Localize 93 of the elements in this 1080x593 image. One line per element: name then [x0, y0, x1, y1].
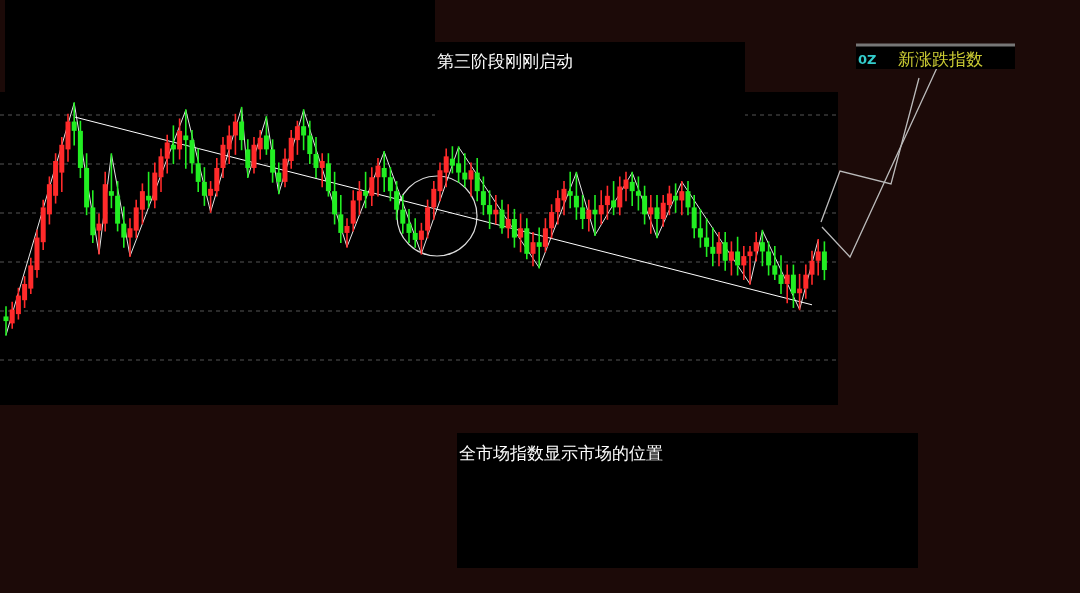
candlestick — [722, 232, 728, 271]
candlestick — [809, 250, 815, 285]
text: 第三阶段刚刚启动 — [437, 51, 573, 71]
candlestick — [685, 181, 691, 216]
candlestick — [108, 153, 114, 209]
candlestick — [338, 195, 344, 243]
candlestick — [629, 171, 635, 206]
candlestick — [301, 109, 307, 151]
text: 新涨跌指数 — [898, 49, 983, 69]
candlestick — [573, 171, 579, 220]
candlestick — [536, 227, 542, 269]
candlestick — [648, 195, 654, 234]
candlestick — [232, 113, 238, 155]
candlestick — [400, 195, 406, 234]
candlestick — [815, 239, 821, 276]
candlestick — [381, 150, 387, 192]
candlestick — [319, 153, 325, 188]
candlestick — [710, 227, 716, 267]
candlestick — [518, 213, 524, 253]
candlestick — [821, 241, 827, 281]
candlestick — [418, 222, 424, 255]
candlestick — [561, 181, 567, 216]
candlestick — [276, 162, 282, 195]
candlestick — [468, 162, 474, 197]
candlestick — [542, 218, 548, 253]
candlestick — [567, 171, 573, 209]
candlestick — [270, 139, 276, 183]
candlestick — [735, 236, 741, 276]
candlestick — [245, 139, 251, 179]
candlestick — [580, 195, 586, 230]
candlestick — [375, 157, 381, 197]
candlestick — [759, 229, 765, 267]
candlestick — [425, 199, 431, 239]
candlestick — [350, 190, 356, 232]
candlestick — [679, 181, 685, 216]
candlestick — [96, 213, 102, 255]
candlestick — [412, 218, 418, 248]
candlestick — [474, 157, 480, 202]
candlestick — [406, 208, 412, 243]
candlestick — [480, 176, 486, 216]
candlestick — [394, 181, 400, 220]
candlestick — [344, 218, 350, 248]
candlestick — [487, 190, 493, 230]
candlestick — [704, 218, 710, 257]
candlestick — [431, 181, 437, 220]
candlestick — [741, 246, 747, 281]
candlestick — [530, 232, 536, 267]
candlestick — [177, 118, 183, 160]
candlestick — [201, 167, 207, 206]
candlestick — [505, 204, 511, 239]
candlestick — [263, 116, 269, 155]
candlestick — [313, 137, 319, 179]
candlestick — [623, 171, 629, 202]
text: 0Z — [858, 52, 877, 67]
candlestick — [778, 255, 784, 295]
candlestick — [511, 208, 517, 248]
candlestick — [617, 176, 623, 216]
candlestick — [803, 264, 809, 299]
candlestick — [654, 195, 660, 239]
candlestick — [183, 109, 189, 169]
candlestick — [307, 120, 313, 165]
candlestick — [784, 264, 790, 304]
candlestick — [555, 190, 561, 225]
candlestick — [121, 206, 127, 248]
candlestick — [189, 130, 195, 174]
candlestick — [71, 102, 77, 146]
candlestick — [598, 190, 604, 225]
candlestick — [356, 181, 362, 216]
candlestick — [3, 306, 9, 336]
candlestick — [195, 148, 201, 192]
candlestick — [790, 264, 796, 308]
candlestick — [747, 246, 753, 285]
candlestick — [387, 167, 393, 202]
candlestick — [499, 199, 505, 234]
candlestick — [728, 241, 734, 276]
candlestick — [772, 246, 778, 281]
candlestick — [716, 232, 722, 267]
candlestick — [239, 106, 245, 151]
candlestick — [332, 171, 338, 225]
candlestick — [697, 208, 703, 248]
candlestick — [462, 153, 468, 188]
candlestick — [766, 241, 772, 276]
candlestick — [753, 232, 759, 262]
candlestick — [604, 185, 610, 220]
candlestick — [363, 171, 369, 209]
candlestick — [635, 176, 641, 211]
candlestick — [586, 199, 592, 232]
candlestick — [549, 204, 555, 239]
text: 全市场指数显示市场的位置 — [459, 443, 663, 463]
candlestick — [369, 167, 375, 206]
candlestick — [642, 185, 648, 225]
candlestick — [691, 195, 697, 239]
candlestick — [611, 181, 617, 216]
